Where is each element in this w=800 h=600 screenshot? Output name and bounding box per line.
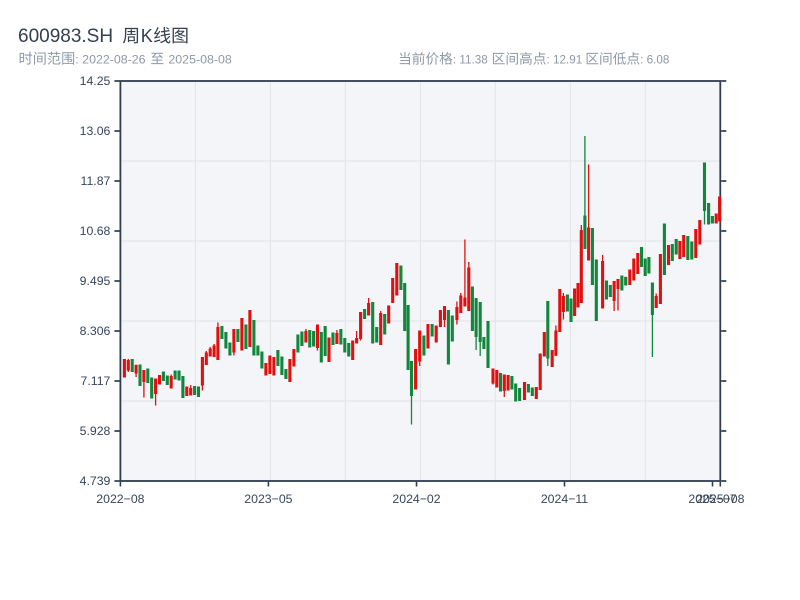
svg-text:: 12.91: : 12.91 bbox=[547, 54, 583, 67]
svg-text:: 6.08: : 6.08 bbox=[640, 54, 669, 67]
svg-text:10.68: 10.68 bbox=[80, 224, 111, 238]
svg-text:13.06: 13.06 bbox=[80, 124, 111, 138]
svg-text:600983.SH: 600983.SH bbox=[18, 26, 113, 47]
svg-text:7.117: 7.117 bbox=[81, 374, 111, 388]
svg-text:11.87: 11.87 bbox=[81, 174, 111, 188]
svg-text:2023−05: 2023−05 bbox=[244, 492, 292, 506]
svg-text:8.306: 8.306 bbox=[80, 324, 111, 338]
svg-text:4.739: 4.739 bbox=[80, 474, 111, 488]
svg-text:2025−07: 2025−07 bbox=[688, 492, 736, 506]
svg-text:2025-08-08: 2025-08-08 bbox=[168, 53, 231, 67]
svg-text:K: K bbox=[141, 26, 153, 46]
svg-text:2025−08: 2025−08 bbox=[696, 492, 744, 506]
svg-text:: 11.38: : 11.38 bbox=[453, 54, 488, 67]
svg-text:14.25: 14.25 bbox=[80, 74, 111, 88]
svg-text:2022−08: 2022−08 bbox=[96, 492, 144, 506]
svg-text:: 2022-08-26: : 2022-08-26 bbox=[75, 53, 145, 67]
svg-text:5.928: 5.928 bbox=[80, 424, 111, 438]
svg-text:9.495: 9.495 bbox=[80, 274, 111, 288]
svg-text:2024−11: 2024−11 bbox=[541, 492, 588, 506]
svg-text:2024−02: 2024−02 bbox=[392, 492, 440, 506]
